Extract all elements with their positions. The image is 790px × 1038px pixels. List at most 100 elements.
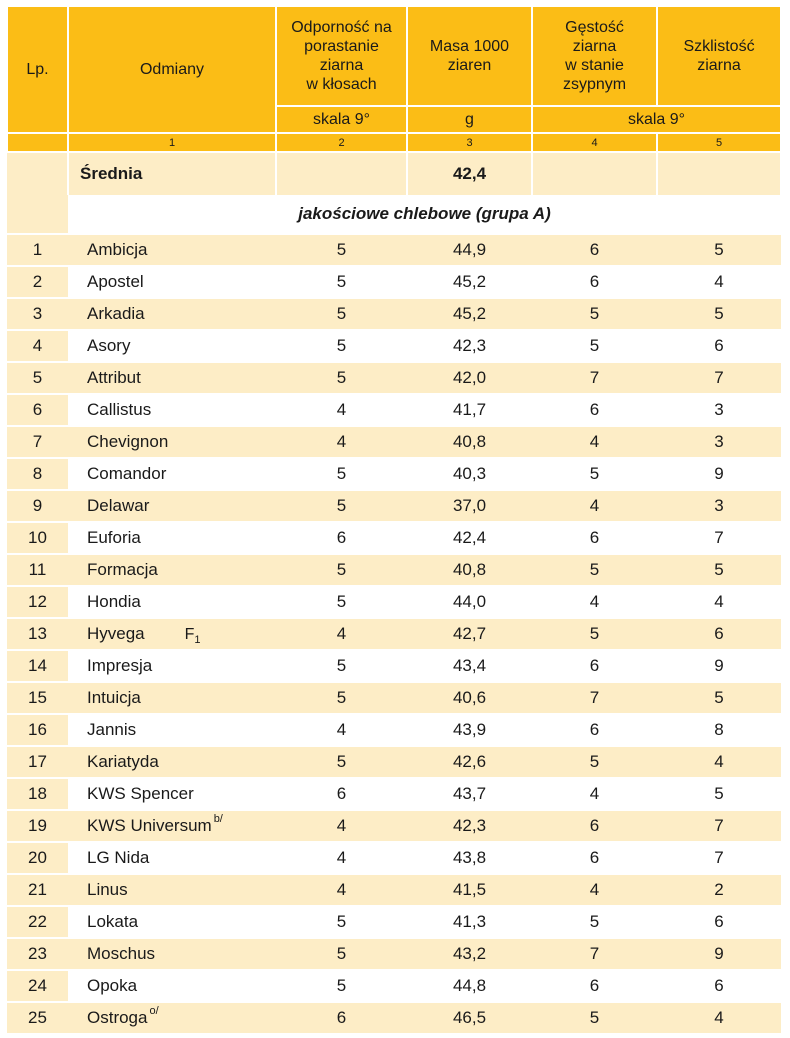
variety-name: Lokata	[87, 912, 139, 931]
row-variety-name: Attribut	[68, 361, 276, 394]
row-vitreousness: 9	[657, 457, 781, 490]
row-vitreousness: 7	[657, 521, 781, 554]
row-thousand-grain-mass: 44,0	[407, 585, 532, 618]
row-sprouting-resistance: 6	[276, 521, 407, 554]
table-row: 10 Euforia 6 42,4 6 7	[7, 521, 781, 554]
row-bulk-density: 5	[532, 457, 657, 490]
row-sprouting-resistance: 6	[276, 777, 407, 810]
row-vitreousness: 3	[657, 425, 781, 458]
row-thousand-grain-mass: 44,9	[407, 233, 532, 266]
variety-name: KWS Universum	[87, 816, 212, 835]
row-lp: 2	[7, 265, 68, 298]
group-row: jakościowe chlebowe (grupa A)	[7, 195, 781, 234]
row-lp: 13	[7, 617, 68, 650]
row-bulk-density: 7	[532, 937, 657, 970]
row-lp: 14	[7, 649, 68, 682]
row-vitreousness: 9	[657, 937, 781, 970]
row-lp: 24	[7, 969, 68, 1002]
header-col4-line: w stanie	[565, 57, 624, 74]
variety-name: Ostroga	[87, 1008, 148, 1027]
row-sprouting-resistance: 5	[276, 361, 407, 394]
header-unit-col4-5: skala 9°	[531, 105, 782, 134]
row-lp: 21	[7, 873, 68, 906]
row-lp: 25	[7, 1001, 68, 1033]
row-bulk-density: 4	[532, 777, 657, 810]
row-sprouting-resistance: 4	[276, 393, 407, 426]
row-variety-name: Delawar	[68, 489, 276, 522]
variety-name: Impresja	[87, 656, 153, 675]
row-lp: 15	[7, 681, 68, 714]
row-vitreousness: 6	[657, 969, 781, 1002]
row-bulk-density: 6	[532, 969, 657, 1002]
row-vitreousness: 5	[657, 777, 781, 810]
row-vitreousness: 7	[657, 361, 781, 394]
table-row: 4 Asory 5 42,3 5 6	[7, 329, 781, 362]
row-vitreousness: 6	[657, 329, 781, 362]
row-vitreousness: 7	[657, 841, 781, 874]
row-vitreousness: 5	[657, 681, 781, 714]
header-col4-line: Gęstość	[565, 19, 624, 36]
row-bulk-density: 5	[532, 745, 657, 778]
header-col3-line: Masa 1000	[429, 38, 510, 55]
average-col5	[657, 151, 782, 195]
table-row: 18 KWS Spencer 6 43,7 4 5	[7, 777, 781, 810]
row-bulk-density: 6	[532, 521, 657, 554]
row-thousand-grain-mass: 40,6	[407, 681, 532, 714]
header-col4-line: ziarna	[572, 38, 617, 55]
row-lp: 23	[7, 937, 68, 970]
row-variety-name: Ostroga o/	[68, 1001, 276, 1033]
group-label: jakościowe chlebowe (grupa A)	[68, 195, 781, 234]
header-odmiany: Odmiany	[67, 5, 277, 134]
variety-name: Delawar	[87, 496, 150, 515]
average-col2	[276, 151, 408, 195]
row-lp: 16	[7, 713, 68, 746]
row-sprouting-resistance: 5	[276, 585, 407, 618]
variety-footnote-mark: b/	[213, 813, 223, 825]
row-variety-name: Apostel	[68, 265, 276, 298]
row-variety-name: Kariatyda	[68, 745, 276, 778]
header-num-1: 1	[67, 132, 277, 153]
row-thousand-grain-mass: 41,5	[407, 873, 532, 906]
row-thousand-grain-mass: 43,7	[407, 777, 532, 810]
header-col5-line: Szklistość	[683, 38, 755, 55]
variety-name: Apostel	[87, 272, 144, 291]
header-unit-col2: skala 9°	[275, 105, 408, 134]
row-vitreousness: 2	[657, 873, 781, 906]
variety-name: Linus	[87, 880, 128, 899]
variety-rows: 1 Ambicja 5 44,9 6 5 2 Apostel 5 45,2 6 4 3 Arkadia 5 4…	[7, 233, 781, 1033]
table-body: Średnia 42,4 jakościowe chlebowe (grupa …	[7, 151, 782, 234]
variety-name: Moschus	[87, 944, 156, 963]
header-num-5: 5	[656, 132, 782, 153]
header-lp: Lp.	[6, 5, 69, 134]
row-vitreousness: 5	[657, 553, 781, 586]
header-col2-line: ziarna	[319, 57, 364, 74]
row-vitreousness: 8	[657, 713, 781, 746]
row-sprouting-resistance: 4	[276, 809, 407, 842]
table-row: 19 KWS Universum b/4 42,3 6 7	[7, 809, 781, 842]
table-row: 7 Chevignon 4 40,8 4 3	[7, 425, 781, 458]
row-vitreousness: 6	[657, 617, 781, 650]
row-thousand-grain-mass: 44,8	[407, 969, 532, 1002]
row-thousand-grain-mass: 42,3	[407, 329, 532, 362]
table-row: 24 Opoka 5 44,8 6 6	[7, 969, 781, 1002]
row-vitreousness: 5	[657, 297, 781, 330]
table-row: 3 Arkadia 5 45,2 5 5	[7, 297, 781, 330]
header-unit-col3: g	[406, 105, 533, 134]
row-sprouting-resistance: 5	[276, 649, 407, 682]
row-variety-name: KWS Universum b/	[68, 809, 276, 842]
variety-name: Chevignon	[87, 432, 169, 451]
average-label: Średnia	[68, 151, 277, 195]
row-variety-name: Formacja	[68, 553, 276, 586]
row-variety-name: Arkadia	[68, 297, 276, 330]
row-thousand-grain-mass: 41,3	[407, 905, 532, 938]
row-lp: 5	[7, 361, 68, 394]
table-row: 21 Linus 4 41,5 4 2	[7, 873, 781, 906]
row-thousand-grain-mass: 37,0	[407, 489, 532, 522]
row-lp: 4	[7, 329, 68, 362]
header-col2: Odporność na porastanie ziarna w kłosach	[275, 5, 408, 106]
row-lp: 17	[7, 745, 68, 778]
row-lp: 8	[7, 457, 68, 490]
row-thousand-grain-mass: 43,9	[407, 713, 532, 746]
row-lp: 11	[7, 553, 68, 586]
